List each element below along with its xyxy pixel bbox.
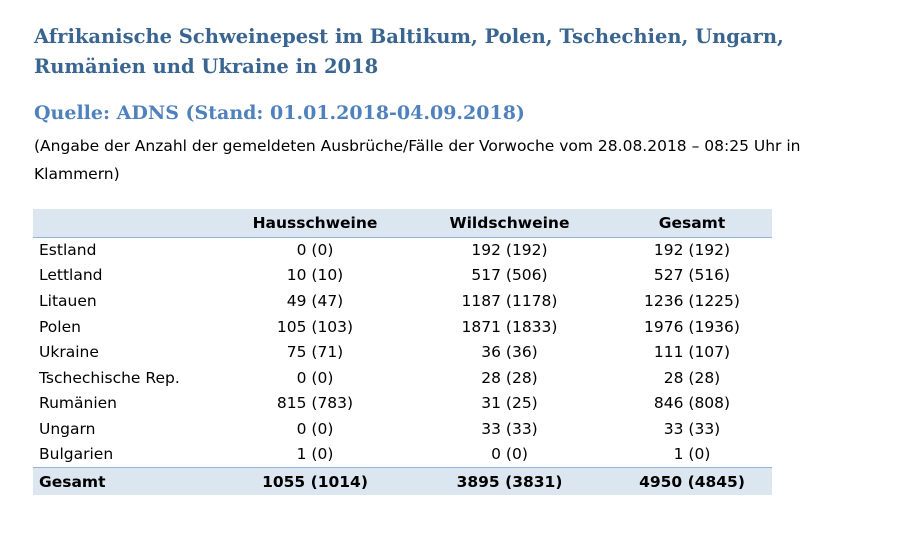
table-header-row: Hausschweine Wildschweine Gesamt (33, 209, 772, 238)
table-row: Polen 105 (103) 1871 (1833) 1976 (1936) (33, 314, 772, 340)
wild-cell: 33 (33) (481, 419, 538, 438)
domestic-cell: 75 (71) (286, 343, 344, 362)
domestic-cell: 49 (47) (286, 291, 344, 310)
domestic-cell: 815 (783) (276, 394, 354, 413)
wild-cell: 28 (28) (481, 368, 538, 387)
table-row: Rumänien 815 (783) 31 (25) 846 (808) (33, 391, 772, 417)
table-row: Litauen 49 (47) 1187 (1178) 1236 (1225) (33, 288, 772, 314)
note-text: (Angabe der Anzahl der gemeldeten Ausbrü… (34, 137, 801, 183)
wild-cell: 31 (25) (481, 394, 538, 413)
table-total-row: Gesamt 1055 (1014) 3895 (3831) 4950 (484… (33, 466, 772, 496)
domestic-cell: 0 (0) (296, 241, 334, 260)
country-cell: Estland (39, 241, 97, 260)
table-row: Ukraine 75 (71) 36 (36) 111 (107) (33, 339, 772, 365)
header-wild-boar: Wildschweine (407, 209, 612, 238)
country-cell: Lettland (39, 266, 103, 285)
total-domestic: 1055 (1014) (223, 466, 407, 496)
domestic-cell: 10 (10) (286, 266, 344, 285)
wild-cell: 517 (506) (471, 266, 548, 285)
table-row: Tschechische Rep. 0 (0) 28 (28) 28 (28) (33, 365, 772, 391)
total-cell: 527 (516) (653, 266, 731, 285)
wild-cell: 0 (0) (491, 445, 528, 464)
total-cell: 192 (192) (653, 241, 731, 260)
asf-cases-table: Hausschweine Wildschweine Gesamt Estland… (33, 209, 772, 496)
wild-cell: 1871 (1833) (461, 317, 558, 336)
country-cell: Rumänien (39, 394, 117, 413)
table-row: Lettland 10 (10) 517 (506) 527 (516) (33, 263, 772, 289)
country-cell: Ukraine (39, 343, 99, 362)
header-total: Gesamt (612, 209, 772, 238)
total-cell: 846 (808) (653, 394, 731, 413)
domestic-cell: 105 (103) (276, 317, 354, 336)
table-row: Estland 0 (0) 192 (192) 192 (192) (33, 237, 772, 263)
domestic-cell: 1 (0) (296, 445, 334, 464)
total-overall: 4950 (4845) (612, 466, 772, 496)
country-cell: Tschechische Rep. (39, 368, 180, 387)
table-row: Bulgarien 1 (0) 0 (0) 1 (0) (33, 442, 772, 468)
total-cell: 33 (33) (663, 419, 721, 438)
total-cell: 111 (107) (653, 343, 731, 362)
country-cell: Litauen (39, 291, 97, 310)
total-cell: 1 (0) (673, 445, 711, 464)
source-line: Quelle: ADNS (Stand: 01.01.2018-04.09.20… (34, 102, 525, 124)
country-cell: Polen (39, 317, 81, 336)
total-label: Gesamt (33, 466, 223, 496)
document-title: Afrikanische Schweinepest im Baltikum, P… (34, 25, 784, 78)
total-cell: 1976 (1936) (644, 317, 740, 336)
domestic-cell: 0 (0) (296, 419, 334, 438)
total-wild: 3895 (3831) (407, 466, 612, 496)
country-cell: Ungarn (39, 419, 96, 438)
total-cell: 28 (28) (663, 368, 721, 387)
header-domestic-pigs: Hausschweine (223, 209, 407, 238)
total-cell: 1236 (1225) (644, 291, 740, 310)
header-country (33, 209, 223, 238)
table-row: Ungarn 0 (0) 33 (33) 33 (33) (33, 416, 772, 442)
country-cell: Bulgarien (39, 445, 114, 464)
wild-cell: 36 (36) (481, 343, 538, 362)
domestic-cell: 0 (0) (296, 368, 334, 387)
wild-cell: 1187 (1178) (461, 291, 558, 310)
wild-cell: 192 (192) (471, 241, 548, 260)
